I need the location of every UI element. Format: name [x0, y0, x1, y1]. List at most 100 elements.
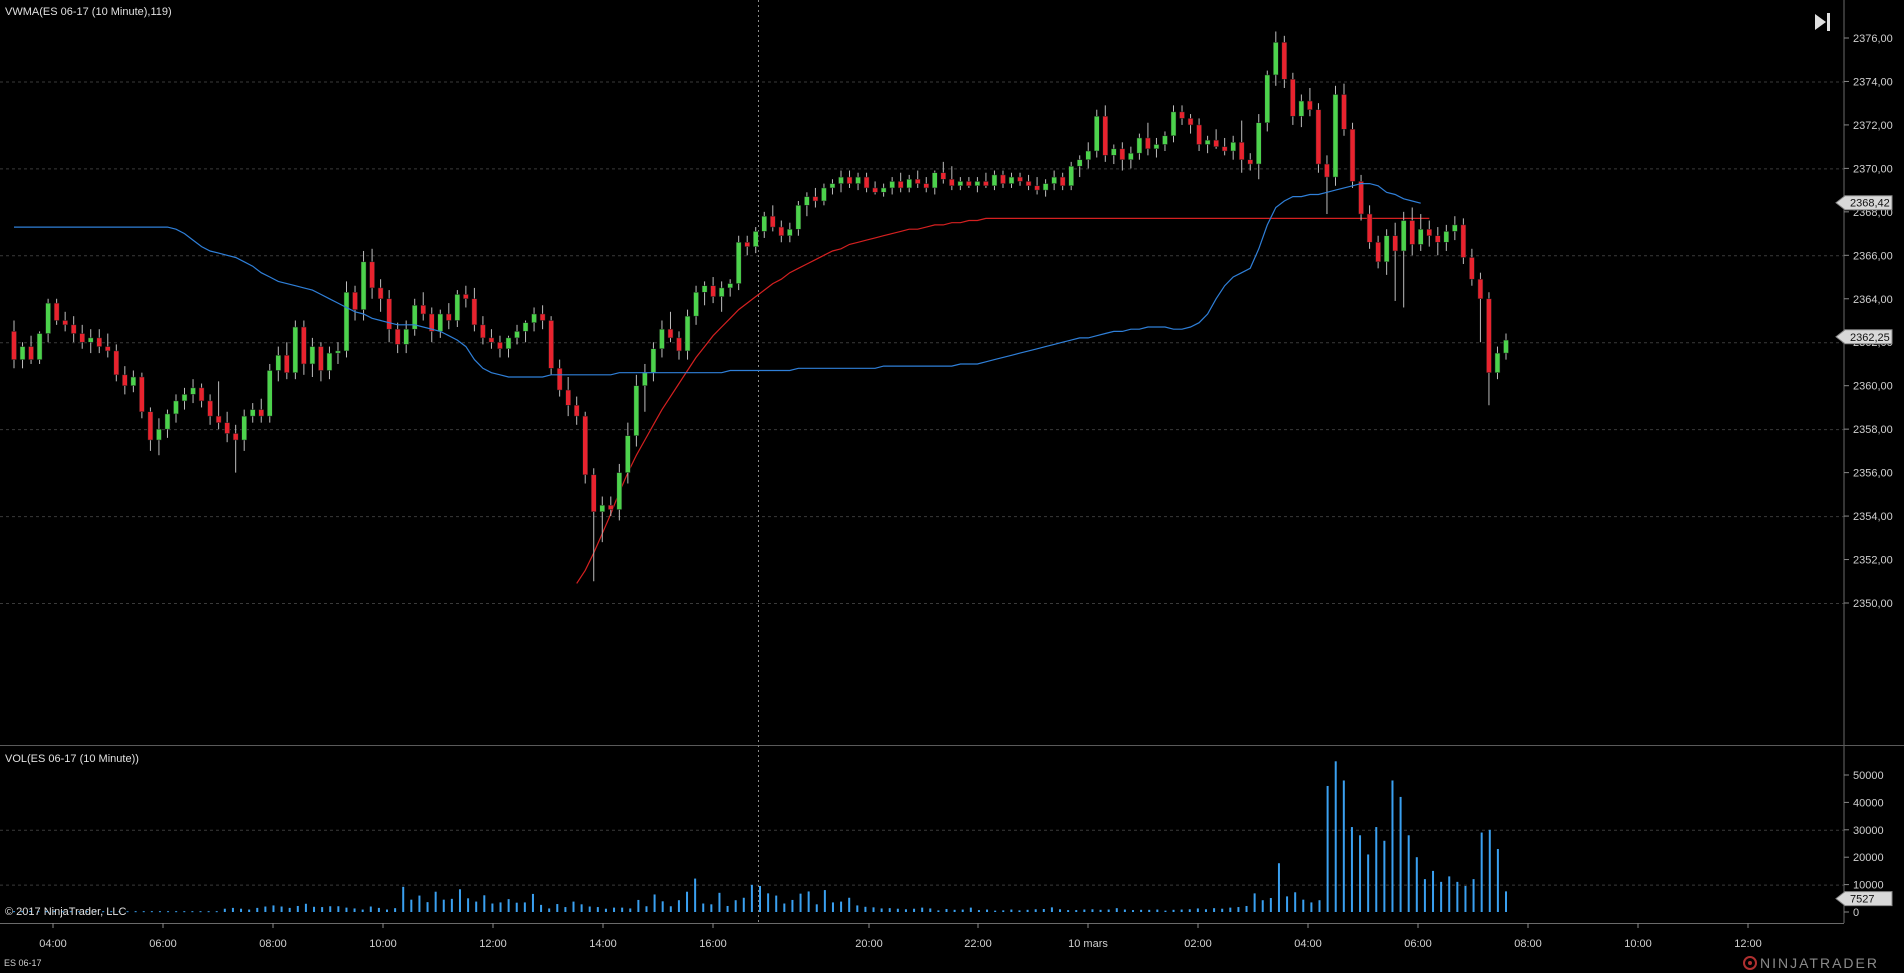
candle-down [198, 387, 205, 402]
volume-tick-label: 40000 [1853, 797, 1884, 809]
volume-bar [280, 906, 283, 912]
volume-bar [888, 908, 891, 912]
volume-bar [1318, 900, 1321, 912]
candle-down [429, 313, 435, 332]
volume-bar [175, 911, 178, 913]
candle-up [735, 242, 742, 284]
vwma-indicator-label[interactable]: VWMA(ES 06-17 (10 Minute),119) [5, 6, 172, 18]
time-tick-label: 10:00 [369, 938, 397, 950]
volume-bar [410, 899, 413, 912]
volume-bar [540, 904, 543, 912]
volume-bar [531, 893, 534, 912]
skip-to-end-icon[interactable] [1812, 12, 1832, 32]
time-tick-label: 14:00 [589, 938, 617, 950]
volume-bar [880, 908, 883, 912]
price-tick-label: 2360,00 [1853, 381, 1893, 393]
price-tick-label: 2350,00 [1853, 598, 1893, 610]
candle-down [863, 176, 870, 189]
volume-bar [742, 897, 745, 912]
candle-down [1102, 115, 1109, 156]
price-axis[interactable]: 2376,002374,002372,002370,002368,002366,… [1844, 33, 1893, 610]
candle-down [79, 333, 85, 343]
candle-down [1469, 257, 1475, 280]
volume-bar [1496, 848, 1499, 912]
volume-bar [491, 903, 494, 912]
candle-up [906, 179, 912, 189]
volume-bar [726, 905, 729, 912]
candle-up [1298, 100, 1305, 117]
candle-up [1332, 94, 1339, 178]
candle-down [53, 302, 60, 321]
volume-bar [110, 911, 113, 913]
candle-up [1153, 144, 1160, 150]
candle-up [275, 355, 282, 371]
candle-up [795, 205, 802, 230]
volume-bar [1334, 761, 1337, 912]
volume-bar [694, 878, 697, 912]
volume-bar [710, 904, 713, 912]
candle-down [1145, 137, 1151, 150]
volume-bar [1221, 908, 1224, 912]
candle-up [684, 315, 691, 352]
candle-down [949, 179, 955, 187]
candle-down [1281, 42, 1288, 80]
candlestick-series [11, 31, 1509, 582]
volume-bar [1067, 910, 1070, 912]
volume-bar [1480, 832, 1483, 912]
volume-bar [256, 907, 259, 912]
volume-axis[interactable]: 50000 40000 30000 20000 10000 0 [1844, 770, 1884, 919]
candle-down [1409, 220, 1415, 245]
candle-down [676, 337, 682, 352]
volume-bar [458, 889, 461, 912]
candle-down [446, 313, 452, 321]
candle-down [1477, 278, 1484, 300]
price-tick-label: 2356,00 [1853, 468, 1893, 480]
volume-bar [904, 909, 907, 912]
candle-down [28, 346, 34, 360]
candle-down [62, 320, 68, 326]
time-tick-label: 10:00 [1624, 938, 1652, 950]
volume-bar [1002, 910, 1005, 912]
volume-bar [94, 911, 97, 913]
volume-bar [872, 907, 875, 912]
volume-bar [483, 895, 486, 912]
volume-indicator-label[interactable]: VOL(ES 06-17 (10 Minute)) [5, 753, 139, 765]
candle-down [1179, 111, 1185, 119]
candle-down [744, 242, 750, 247]
volume-bar [799, 893, 802, 912]
instrument-label: ES 06-17 [4, 958, 42, 968]
volume-bar [629, 908, 632, 912]
candle-down [318, 346, 324, 371]
volume-grid [0, 829, 1844, 886]
candle-up [164, 413, 171, 430]
price-tag-label: 2362,25 [1850, 332, 1890, 344]
volume-bar [977, 910, 980, 912]
candle-down [284, 355, 290, 373]
volume-bar [929, 908, 932, 912]
candle-down [1341, 94, 1347, 130]
volume-bar [1383, 840, 1386, 912]
volume-bar [223, 908, 226, 912]
time-axis[interactable]: 04:00 06:00 08:00 10:00 12:00 14:00 16:00 20:00… [39, 923, 1762, 950]
candle-up [787, 228, 793, 237]
volume-bar [442, 899, 445, 912]
candle-up [292, 326, 299, 373]
volume-bar [345, 907, 348, 912]
candle-up [659, 328, 665, 350]
price-grid [0, 81, 1844, 604]
time-tick-label: 20:00 [855, 938, 883, 950]
candle-down [369, 261, 375, 289]
candle-up [36, 333, 43, 360]
volume-bar [588, 906, 591, 912]
volume-bar [1026, 909, 1029, 912]
volume-bar [1099, 909, 1102, 912]
price-tick-label: 2376,00 [1853, 33, 1893, 45]
volume-bar [515, 902, 518, 912]
volume-bar [53, 910, 56, 912]
volume-tick-label: 20000 [1853, 852, 1884, 864]
volume-bar [621, 907, 624, 912]
volume-bar [1277, 863, 1280, 912]
candle-down [812, 196, 819, 202]
time-tick-label: 12:00 [479, 938, 507, 950]
